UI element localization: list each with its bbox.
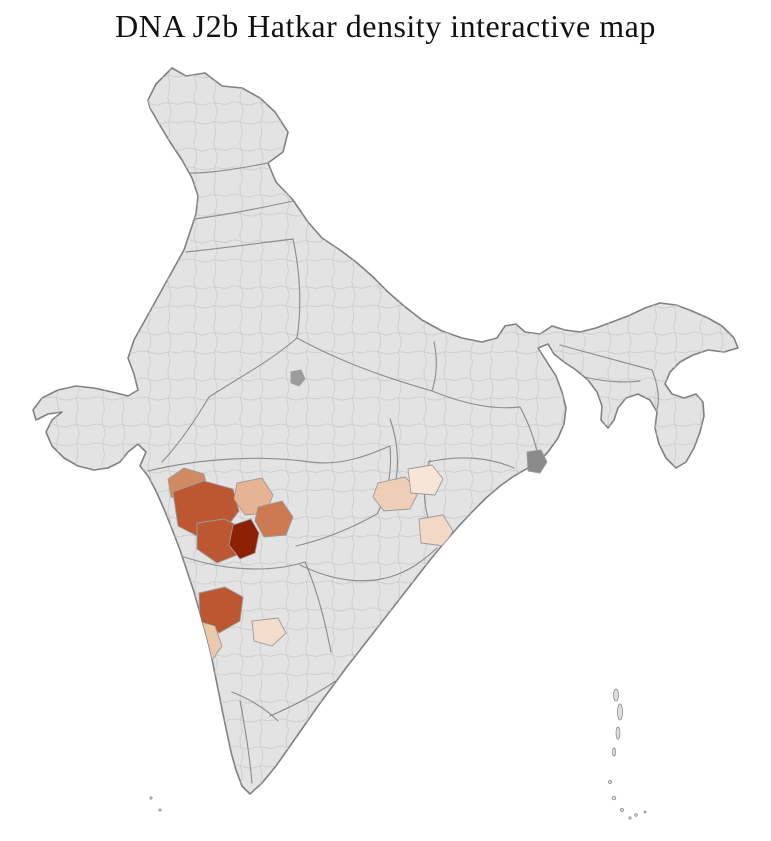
lakshadweep-islands[interactable] (149, 796, 162, 812)
density-district[interactable] (407, 464, 444, 496)
gray-district[interactable] (526, 449, 548, 474)
andaman-nicobar-islands[interactable] (608, 688, 647, 820)
gray-districts (290, 369, 548, 474)
density-district[interactable] (254, 500, 294, 538)
density-district[interactable] (372, 476, 420, 512)
density-district[interactable] (251, 617, 287, 647)
density-district[interactable] (228, 518, 260, 560)
page-title: DNA J2b Hatkar density interactive map (115, 8, 656, 44)
district-boundaries-overlay (33, 68, 738, 794)
gray-district[interactable] (290, 369, 306, 387)
